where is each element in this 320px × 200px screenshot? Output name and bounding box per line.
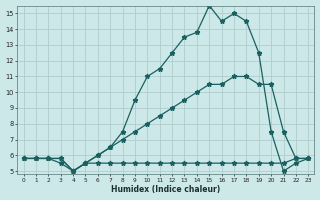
X-axis label: Humidex (Indice chaleur): Humidex (Indice chaleur) [111, 185, 220, 194]
